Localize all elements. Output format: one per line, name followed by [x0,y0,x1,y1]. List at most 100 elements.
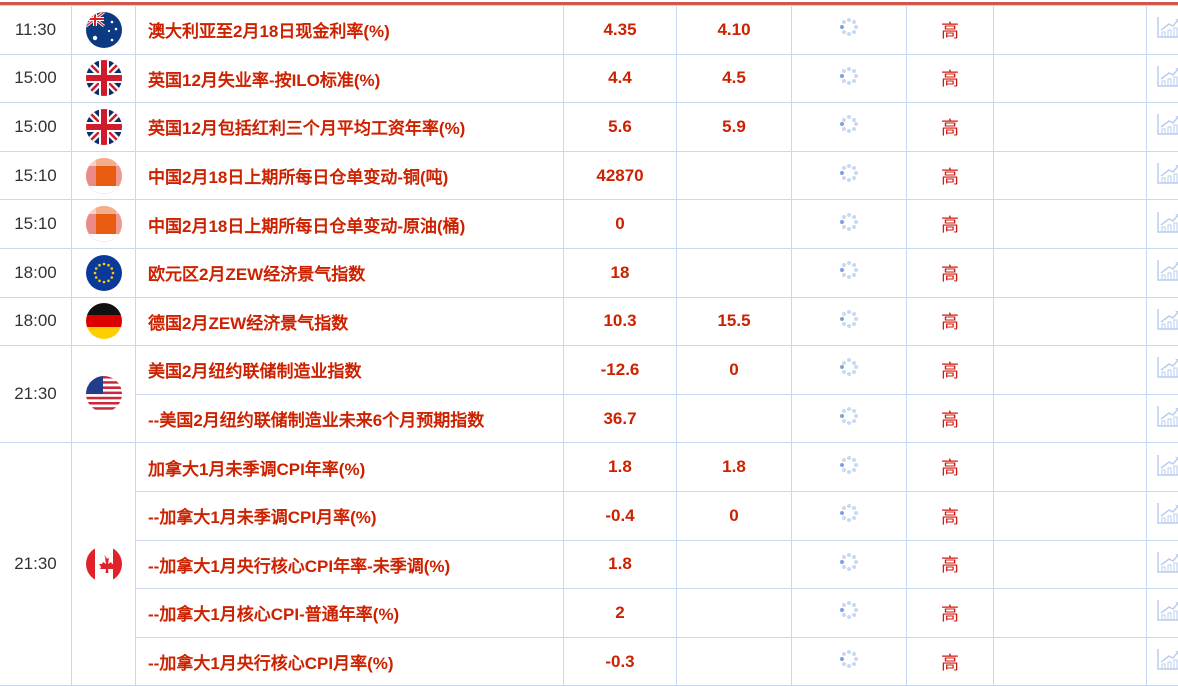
event-time: 11:30 [0,6,72,55]
event-time: 18:00 [0,248,72,297]
event-name[interactable]: 欧元区2月ZEW经济景气指数 [136,248,564,297]
forecast-value: 0 [677,491,792,540]
event-name[interactable]: 英国12月包括红利三个月平均工资年率(%) [136,103,564,152]
loading-spinner-icon [839,163,859,183]
loading-spinner-icon [839,309,859,329]
loading-spinner-icon [839,17,859,37]
importance-badge: 高 [907,151,994,200]
actual-value [792,589,907,638]
chart-icon[interactable] [1156,366,1178,383]
previous-value: 1.8 [564,540,677,589]
chart-icon[interactable] [1156,512,1178,529]
importance-badge: 高 [907,200,994,249]
previous-value: 36.7 [564,394,677,443]
event-name[interactable]: --加拿大1月未季调CPI月率(%) [136,491,564,540]
event-name[interactable]: 加拿大1月未季调CPI年率(%) [136,443,564,492]
loading-spinner-icon [839,552,859,572]
australia-flag-icon [86,12,122,48]
importance-badge: 高 [907,589,994,638]
previous-value: 10.3 [564,297,677,346]
event-name[interactable]: --加拿大1月央行核心CPI月率(%) [136,637,564,686]
interpretation-cell [994,103,1147,152]
chart-icon[interactable] [1156,464,1178,481]
chart-icon[interactable] [1156,221,1178,238]
event-time: 15:00 [0,54,72,103]
actual-value [792,6,907,55]
chart-icon[interactable] [1156,318,1178,335]
chart-icon[interactable] [1156,609,1178,626]
event-name[interactable]: 中国2月18日上期所每日仓单变动-原油(桶) [136,200,564,249]
event-name[interactable]: --加拿大1月核心CPI-普通年率(%) [136,589,564,638]
loading-spinner-icon [839,600,859,620]
chart-icon[interactable] [1156,561,1178,578]
forecast-value [677,540,792,589]
importance-badge: 高 [907,540,994,589]
event-name[interactable]: 德国2月ZEW经济景气指数 [136,297,564,346]
event-name[interactable]: 美国2月纽约联储制造业指数 [136,346,564,395]
forecast-value: 0 [677,346,792,395]
previous-value: 18 [564,248,677,297]
chart-icon[interactable] [1156,123,1178,140]
actual-value [792,103,907,152]
previous-value: 5.6 [564,103,677,152]
actual-value [792,151,907,200]
previous-value: 1.8 [564,443,677,492]
event-time: 15:00 [0,103,72,152]
actual-value [792,248,907,297]
forecast-value: 5.9 [677,103,792,152]
loading-spinner-icon [839,406,859,426]
interpretation-cell [994,540,1147,589]
importance-badge: 高 [907,248,994,297]
chart-icon[interactable] [1156,269,1178,286]
previous-value: 4.4 [564,54,677,103]
table-row[interactable]: --加拿大1月央行核心CPI年率-未季调(%)1.8 高 [0,540,1178,589]
event-name[interactable]: 澳大利亚至2月18日现金利率(%) [136,6,564,55]
loading-spinner-icon [839,66,859,86]
loading-spinner-icon [839,114,859,134]
event-time: 21:30 [0,346,72,443]
forecast-value [677,151,792,200]
event-name[interactable]: 中国2月18日上期所每日仓单变动-铜(吨) [136,151,564,200]
previous-value: 4.35 [564,6,677,55]
event-name[interactable]: --美国2月纽约联储制造业未来6个月预期指数 [136,394,564,443]
interpretation-cell [994,200,1147,249]
interpretation-cell [994,443,1147,492]
event-time: 15:10 [0,151,72,200]
previous-value: 2 [564,589,677,638]
chart-icon[interactable] [1156,75,1178,92]
chart-icon[interactable] [1156,172,1178,189]
forecast-value: 4.5 [677,54,792,103]
canada-flag-icon [86,546,122,582]
chart-icon[interactable] [1156,26,1178,43]
table-row[interactable]: --加拿大1月核心CPI-普通年率(%)2 高 [0,589,1178,638]
event-name[interactable]: 英国12月失业率-按ILO标准(%) [136,54,564,103]
forecast-value [677,394,792,443]
actual-value [792,394,907,443]
us-flag-icon [86,376,122,412]
importance-badge: 高 [907,394,994,443]
event-name[interactable]: --加拿大1月央行核心CPI年率-未季调(%) [136,540,564,589]
chart-icon[interactable] [1156,415,1178,432]
actual-value [792,297,907,346]
forecast-value [677,589,792,638]
actual-value [792,54,907,103]
importance-badge: 高 [907,103,994,152]
importance-badge: 高 [907,637,994,686]
interpretation-cell [994,6,1147,55]
chart-icon[interactable] [1156,658,1178,675]
interpretation-cell [994,491,1147,540]
actual-value [792,637,907,686]
